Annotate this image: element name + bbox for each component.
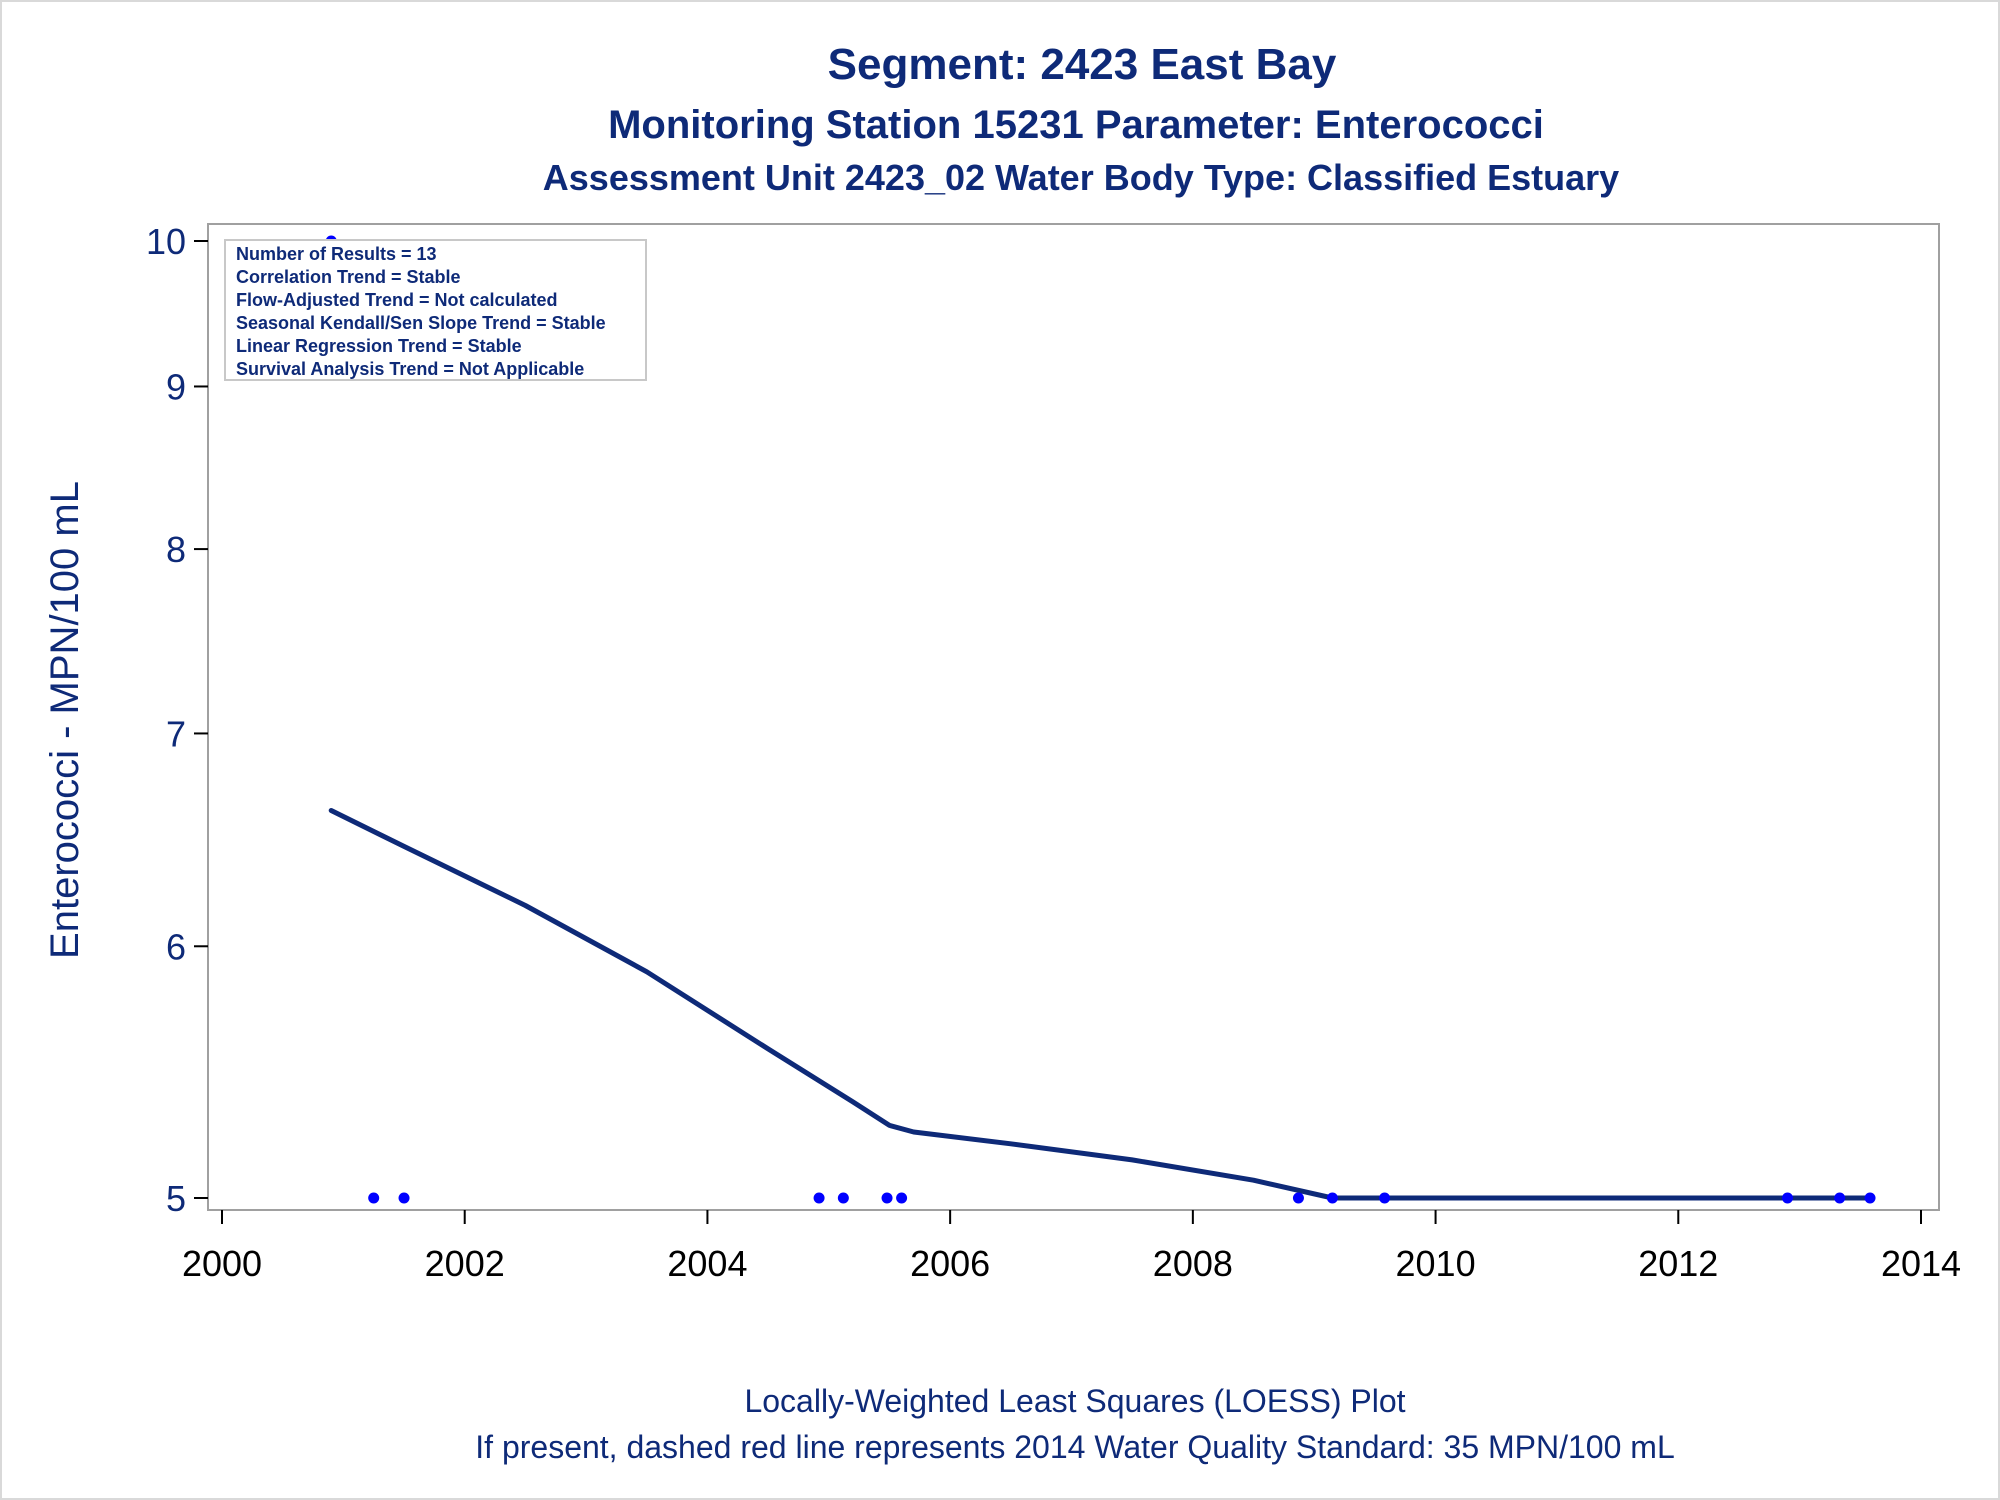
- y-axis-label: Enterococci - MPN/100 mL: [43, 481, 87, 959]
- x-tick-label: 2002: [425, 1243, 505, 1284]
- stats-box: Number of Results = 13 Correlation Trend…: [224, 239, 647, 381]
- data-point: [1864, 1192, 1876, 1204]
- y-tick-label: 8: [166, 529, 186, 570]
- chart-subtitle: Monitoring Station 15231 Parameter: Ente…: [608, 103, 1544, 147]
- data-point: [1326, 1192, 1338, 1204]
- footnote-water-quality-standard: If present, dashed red line represents 2…: [475, 1429, 1674, 1465]
- y-tick-label: 5: [166, 1178, 186, 1219]
- stats-box-border: [224, 239, 647, 381]
- x-axis: 2000 2002 2004 2006 2008 2010 2012 2014: [182, 1210, 1961, 1284]
- x-tick-label: 2014: [1881, 1243, 1961, 1284]
- y-tick-label: 6: [166, 926, 186, 967]
- loess-line-layer: [328, 808, 1873, 1201]
- y-tick-label: 7: [166, 713, 186, 754]
- loess-trend-line: [328, 808, 1873, 1201]
- data-point: [881, 1192, 893, 1204]
- stat-linear-regression-trend: Linear Regression Trend = Stable: [236, 336, 522, 356]
- stat-seasonal-kendall-trend: Seasonal Kendall/Sen Slope Trend = Stabl…: [236, 313, 606, 333]
- y-tick-label: 9: [166, 366, 186, 407]
- x-tick-label: 2008: [1153, 1243, 1233, 1284]
- plot-area: [207, 223, 1940, 1211]
- chart-subtitle-2: Assessment Unit 2423_02 Water Body Type:…: [543, 157, 1619, 198]
- data-point: [398, 1192, 410, 1204]
- stat-number-of-results: Number of Results = 13: [236, 244, 437, 264]
- stat-survival-analysis-trend: Survival Analysis Trend = Not Applicable: [236, 359, 584, 379]
- data-point: [368, 1192, 380, 1204]
- x-tick-label: 2010: [1396, 1243, 1476, 1284]
- stat-correlation-trend: Correlation Trend = Stable: [236, 267, 461, 287]
- x-tick-label: 2012: [1638, 1243, 1718, 1284]
- stat-flow-adjusted-trend: Flow-Adjusted Trend = Not calculated: [236, 290, 558, 310]
- data-point: [1782, 1192, 1794, 1204]
- data-point: [1379, 1192, 1391, 1204]
- x-tick-label: 2004: [667, 1243, 747, 1284]
- data-point: [813, 1192, 825, 1204]
- data-point: [1834, 1192, 1846, 1204]
- data-points-layer: [325, 235, 1876, 1204]
- y-axis: 5 6 7 8 9 10: [146, 221, 208, 1219]
- data-point: [896, 1192, 908, 1204]
- x-tick-label: 2006: [910, 1243, 990, 1284]
- x-tick-label: 2000: [182, 1243, 262, 1284]
- footnote-loess: Locally-Weighted Least Squares (LOESS) P…: [744, 1383, 1405, 1419]
- data-point: [837, 1192, 849, 1204]
- data-point: [1292, 1192, 1304, 1204]
- chart-title: Segment: 2423 East Bay: [828, 40, 1337, 89]
- y-tick-label: 10: [146, 221, 186, 262]
